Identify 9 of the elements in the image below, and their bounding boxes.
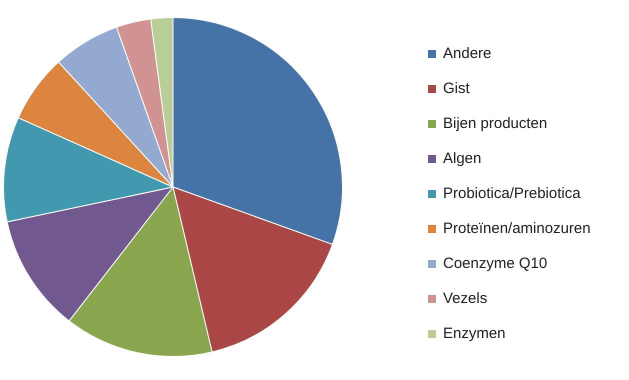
legend-label: Bijen producten (443, 115, 548, 132)
legend-label: Algen (443, 150, 482, 167)
legend-label: Vezels (443, 290, 488, 307)
legend-label: Coenzyme Q10 (443, 255, 548, 272)
legend-label: Andere (443, 45, 492, 62)
legend-label: Probiotica/Prebiotica (443, 185, 581, 202)
legend-label: Gist (443, 80, 470, 97)
legend-label: Enzymen (443, 325, 506, 342)
legend-label: Proteïnen/aminozuren (443, 220, 591, 237)
